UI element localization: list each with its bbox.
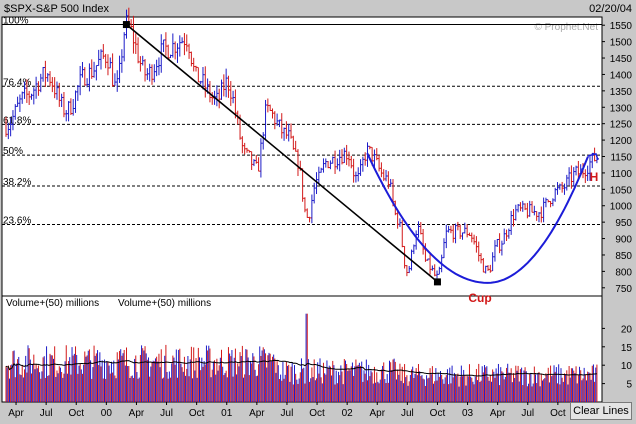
time-tick-label: Oct <box>430 408 446 419</box>
volume-tick-label: 15 <box>621 343 633 354</box>
price-tick-label: 1300 <box>610 103 633 114</box>
time-tick-label: Jul <box>401 408 414 419</box>
price-tick-label: 950 <box>615 218 632 229</box>
overlays <box>122 21 599 286</box>
fib-label: 100% <box>3 16 29 27</box>
price-tick-label: 1400 <box>610 70 633 81</box>
fib-label: 61.8% <box>3 115 31 126</box>
price-tick-label: 850 <box>615 251 632 262</box>
price-tick-label: 800 <box>615 267 632 278</box>
time-tick-label: Oct <box>68 408 84 419</box>
time-tick-label: Jul <box>281 408 294 419</box>
price-tick-label: 1200 <box>610 136 633 147</box>
volume-tick-label: 10 <box>621 361 633 372</box>
fib-label: 50% <box>3 146 23 157</box>
volume-label-2: Volume+(50) millions <box>118 298 211 309</box>
downtrend-line <box>125 23 438 283</box>
price-tick-label: 1100 <box>610 169 632 180</box>
price-tick-label: 750 <box>615 284 632 295</box>
price-tick-label: 1550 <box>610 21 633 32</box>
fib-label: 38.2% <box>3 177 31 188</box>
price-tick-label: 1050 <box>610 185 633 196</box>
price-tick-label: 1250 <box>610 120 633 131</box>
cup-label: Cup <box>468 291 491 305</box>
volume-ma-line <box>5 359 597 377</box>
trendline-start-handle <box>122 21 130 29</box>
clear-lines-button[interactable]: Clear Lines <box>570 402 632 420</box>
time-tick-label: Jul <box>160 408 173 419</box>
time-tick-label: Oct <box>309 408 325 419</box>
time-tick-label: Apr <box>8 408 24 419</box>
time-tick-label: Oct <box>550 408 566 419</box>
price-tick-label: 1150 <box>610 153 632 164</box>
price-tick-label: 1450 <box>610 54 633 65</box>
fib-label: 76.4% <box>3 77 31 88</box>
cup-curve <box>366 152 589 284</box>
volume-label-1: Volume+(50) millions <box>6 298 99 309</box>
time-tick-label: 03 <box>462 408 474 419</box>
price-tick-label: 1350 <box>610 87 633 98</box>
time-axis: Apr Jul Oct 00 Apr Jul Oct 01 Apr Jul Oct 02 Apr Jul O… <box>8 402 566 419</box>
time-tick-label: Apr <box>369 408 385 419</box>
volume-bars <box>5 313 598 402</box>
handle-label: H <box>590 170 599 184</box>
time-tick-label: Apr <box>490 408 506 419</box>
time-tick-label: Apr <box>249 408 265 419</box>
price-tick-label: 900 <box>615 235 632 246</box>
volume-tick-label: 5 <box>626 380 632 391</box>
watermark: © Prophet.Net <box>534 22 598 33</box>
chart-date: 02/20/04 <box>589 3 632 15</box>
trendline-end-handle <box>433 278 441 286</box>
time-tick-label: 00 <box>101 408 113 419</box>
fib-label: 23.6% <box>3 215 31 226</box>
price-tick-label: 1000 <box>610 202 633 213</box>
time-tick-label: 02 <box>342 408 354 419</box>
time-tick-label: Oct <box>189 408 205 419</box>
price-axis: 750 800 850 900 950 1000 1050 1100 1150 1200 1250 1… <box>602 21 632 295</box>
chart-title: $SPX-S&P 500 Index <box>4 3 109 15</box>
handle-curve <box>587 152 599 161</box>
volume-axis: 5 10 15 20 <box>602 324 633 391</box>
price-panel <box>1 16 603 297</box>
time-tick-label: 01 <box>221 408 233 419</box>
volume-tick-label: 20 <box>621 324 633 335</box>
price-tick-label: 1500 <box>610 38 633 49</box>
time-tick-label: Jul <box>521 408 534 419</box>
price-bars <box>5 7 599 279</box>
fib-levels: 100% 76.4% 61.8% 50% 38.2% 23.6% <box>2 16 602 226</box>
time-tick-label: Jul <box>40 408 53 419</box>
time-tick-label: Apr <box>129 408 145 419</box>
